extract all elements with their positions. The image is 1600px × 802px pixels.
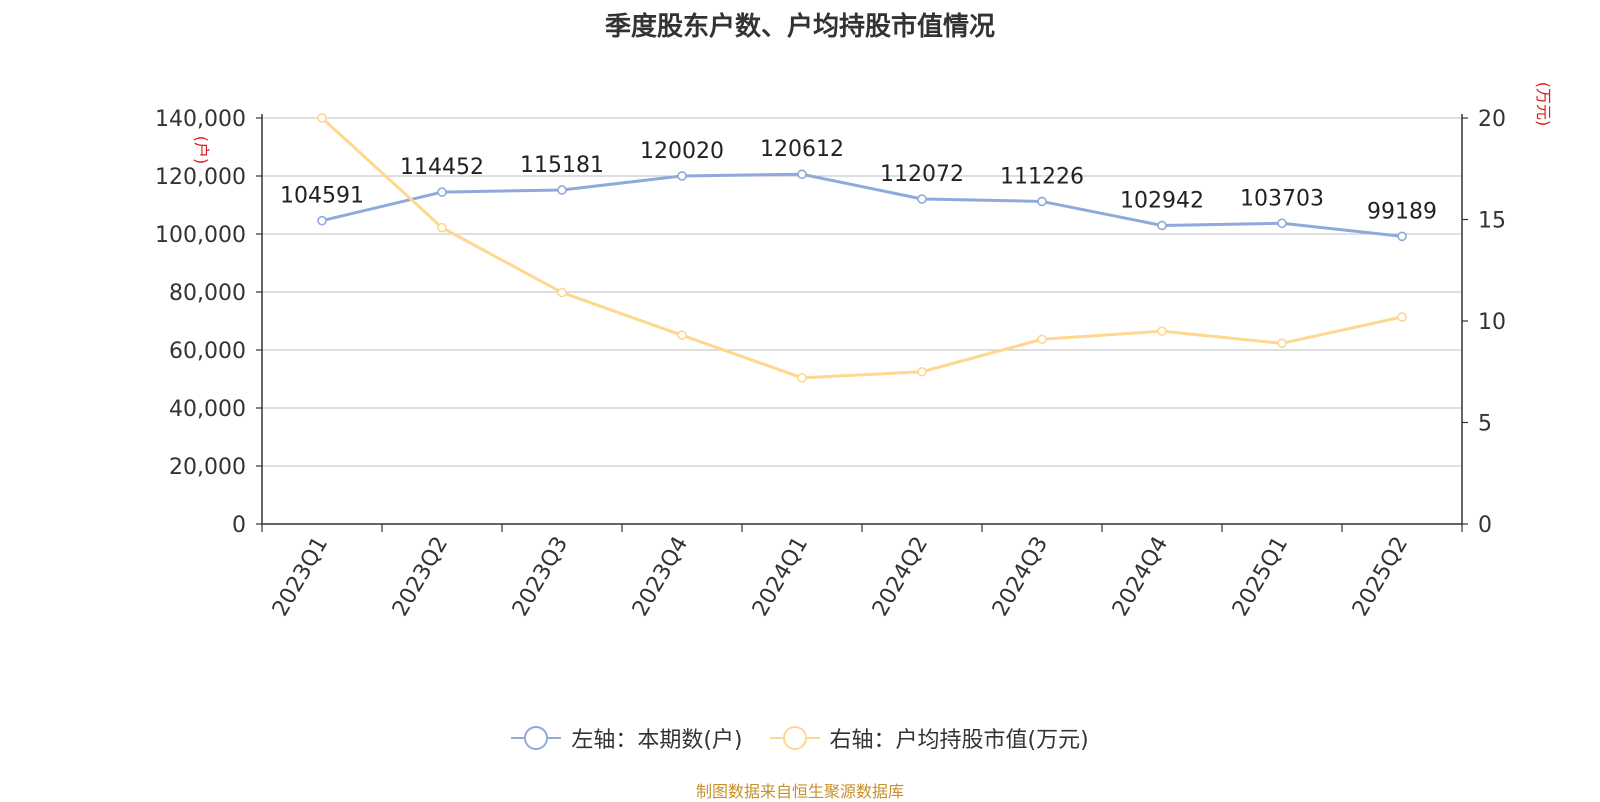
legend-right-swatch-icon [769,726,820,750]
data-label: 99189 [1367,199,1437,224]
left-axis-tick-label: 60,000 [169,339,246,364]
x-axis-tick-label: 2023Q1 [268,533,333,621]
left-axis-tick-label: 80,000 [169,281,246,306]
data-labels: 104591 114452 115181 120020 120612 112072 1112… [280,137,1437,224]
left-axis-tick-label: 100,000 [155,223,246,248]
legend-left-swatch-icon [511,726,562,750]
right-axis-tick-label: 20 [1478,107,1506,132]
right-series-point [797,373,807,383]
legend: 左轴：本期数(户) 右轴：户均持股市值(万元) [0,722,1600,756]
right-axis-tick-label: 10 [1478,310,1506,335]
right-axis-unit: (万元) [1534,82,1553,127]
right-series-point [677,330,687,341]
legend-right-label: 右轴：户均持股市值(万元) [829,728,1089,753]
x-axis-tick-label: 2024Q1 [748,533,813,621]
left-axis-tick-label: 20,000 [169,455,246,480]
right-series-point [1037,334,1047,345]
right-series-point [317,113,327,123]
data-label: 115181 [520,153,604,178]
grid-lines [262,117,1462,467]
left-axis-tick-label: 0 [232,513,246,538]
left-series-point [1157,220,1167,231]
right-series-point [1397,312,1407,322]
x-axis-tick-label: 2023Q2 [388,533,453,621]
legend-left-label: 左轴：本期数(户) [571,728,743,753]
data-label: 120612 [760,137,844,162]
legend-item-right[interactable]: 右轴：户均持股市值(万元) [769,722,1089,754]
x-axis-tick-label: 2025Q1 [1228,533,1293,621]
right-series-point [1157,326,1167,336]
left-series-point [557,185,567,195]
left-axis-tick-label: 140,000 [155,107,246,132]
left-series-point [317,215,327,226]
right-series-point [917,366,927,377]
data-label: 102942 [1120,188,1204,213]
left-series-point [797,169,807,180]
left-series-point [917,194,927,204]
legend-item-left[interactable]: 左轴：本期数(户) [511,722,743,754]
left-series-point [1277,218,1287,229]
data-label: 114452 [400,155,484,180]
source-footer: 制图数据来自恒生聚源数据库 [695,782,904,801]
x-axis-tick-label: 2024Q2 [868,533,933,621]
series-lines [317,113,1407,383]
left-series-point [677,171,687,181]
data-label: 103703 [1240,186,1324,211]
right-series-point [557,287,567,298]
x-axis-tick-label: 2025Q2 [1348,533,1413,621]
right-series-point [1277,338,1287,349]
data-label: 112072 [880,162,964,187]
x-axis-tick-label: 2024Q3 [988,533,1053,621]
axes: 0 20,000 40,000 60,000 80,000 100,000 120,000 1… [155,82,1553,621]
left-axis-tick-label: 120,000 [155,165,246,190]
x-axis-tick-label: 2024Q4 [1108,533,1173,621]
left-axis-unit: (户) [192,136,211,165]
left-series-point [1397,231,1407,242]
right-axis-tick-label: 0 [1478,513,1492,538]
left-series-line [321,172,1403,238]
left-axis-tick-label: 40,000 [169,397,246,422]
right-axis-tick-label: 15 [1478,209,1506,234]
data-label: 111226 [1000,164,1084,189]
x-axis-tick-label: 2023Q4 [628,533,693,621]
left-series-point [1037,196,1047,207]
data-label: 120020 [640,139,724,164]
right-series-point [437,222,447,233]
left-series-point [437,187,447,197]
chart-title: 季度股东户数、户均持股市值情况 [604,12,995,42]
right-axis-tick-label: 5 [1478,412,1492,437]
right-series-line [320,116,1403,380]
data-label: 104591 [280,184,364,209]
x-axis-tick-label: 2023Q3 [508,533,573,621]
